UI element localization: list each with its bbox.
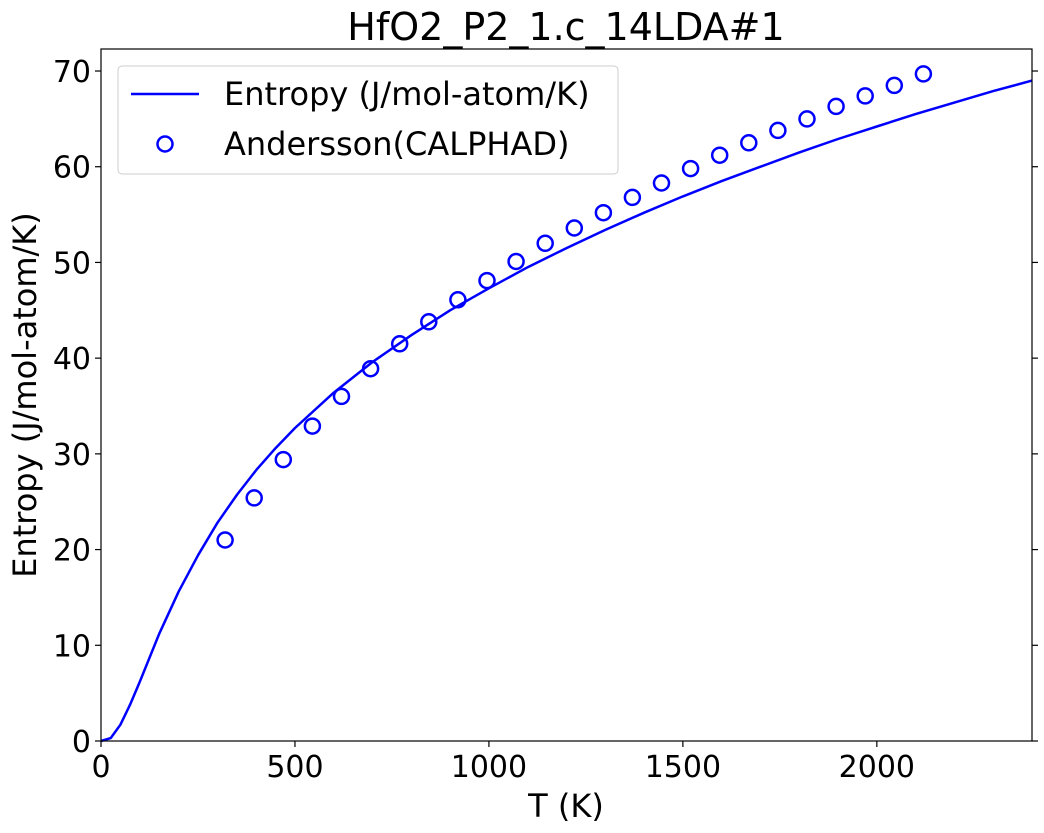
x-tick-label: 1500 [645, 750, 721, 785]
x-tick-label: 1000 [451, 750, 527, 785]
legend: Entropy (J/mol-atom/K) Andersson(CALPHAD… [117, 65, 619, 175]
y-axis: 0 10 20 30 40 50 60 70 [53, 55, 1038, 760]
andersson-point [798, 110, 816, 128]
andersson-point [681, 159, 700, 178]
andersson-point [303, 417, 322, 435]
andersson-point [740, 134, 758, 152]
x-tick-label: 0 [91, 750, 110, 785]
andersson-point [507, 252, 525, 271]
y-tick-label: 50 [53, 246, 91, 281]
andersson-point [536, 234, 554, 253]
x-tick-label: 2000 [839, 750, 915, 785]
andersson-point [769, 121, 787, 140]
axes-frame [100, 48, 1033, 742]
andersson-point [856, 87, 874, 105]
y-tick-label: 70 [53, 55, 91, 90]
y-tick-label: 20 [53, 534, 91, 569]
legend-marker-swatch [156, 135, 174, 153]
andersson-point [914, 65, 933, 83]
andersson-point [332, 387, 351, 406]
legend-label-entropy: Entropy (J/mol-atom/K) [224, 75, 590, 113]
x-tick-label: 500 [266, 750, 323, 785]
andersson-point [245, 489, 263, 507]
y-tick-label: 60 [53, 151, 91, 186]
andersson-point [216, 531, 234, 549]
andersson-point [565, 219, 584, 237]
y-axis-label: Entropy (J/mol-atom/K) [6, 212, 44, 578]
y-tick-label: 10 [53, 629, 91, 664]
andersson-point [390, 335, 409, 353]
y-tick-label: 40 [53, 342, 91, 377]
x-axis: 0 500 1000 1500 2000 [91, 741, 915, 785]
legend-label-andersson: Andersson(CALPHAD) [224, 125, 569, 163]
y-tick-label: 30 [53, 438, 91, 473]
andersson-point [710, 146, 729, 164]
entropy-line [100, 79, 1033, 743]
andersson-point [361, 359, 380, 378]
andersson-point [478, 271, 496, 290]
andersson-point [827, 97, 845, 116]
andersson-point [885, 76, 904, 95]
andersson-point [652, 174, 671, 192]
andersson-point [449, 291, 467, 309]
andersson-point [623, 188, 642, 207]
andersson-point [274, 450, 293, 469]
plot-area [100, 65, 1033, 743]
legend-box [117, 65, 619, 175]
andersson-point [420, 313, 438, 331]
y-tick-label: 0 [72, 725, 91, 760]
x-axis-label: T (K) [527, 787, 604, 825]
andersson-point [594, 203, 613, 222]
chart-title: HfO2_P2_1.c_14LDA#1 [347, 5, 784, 49]
